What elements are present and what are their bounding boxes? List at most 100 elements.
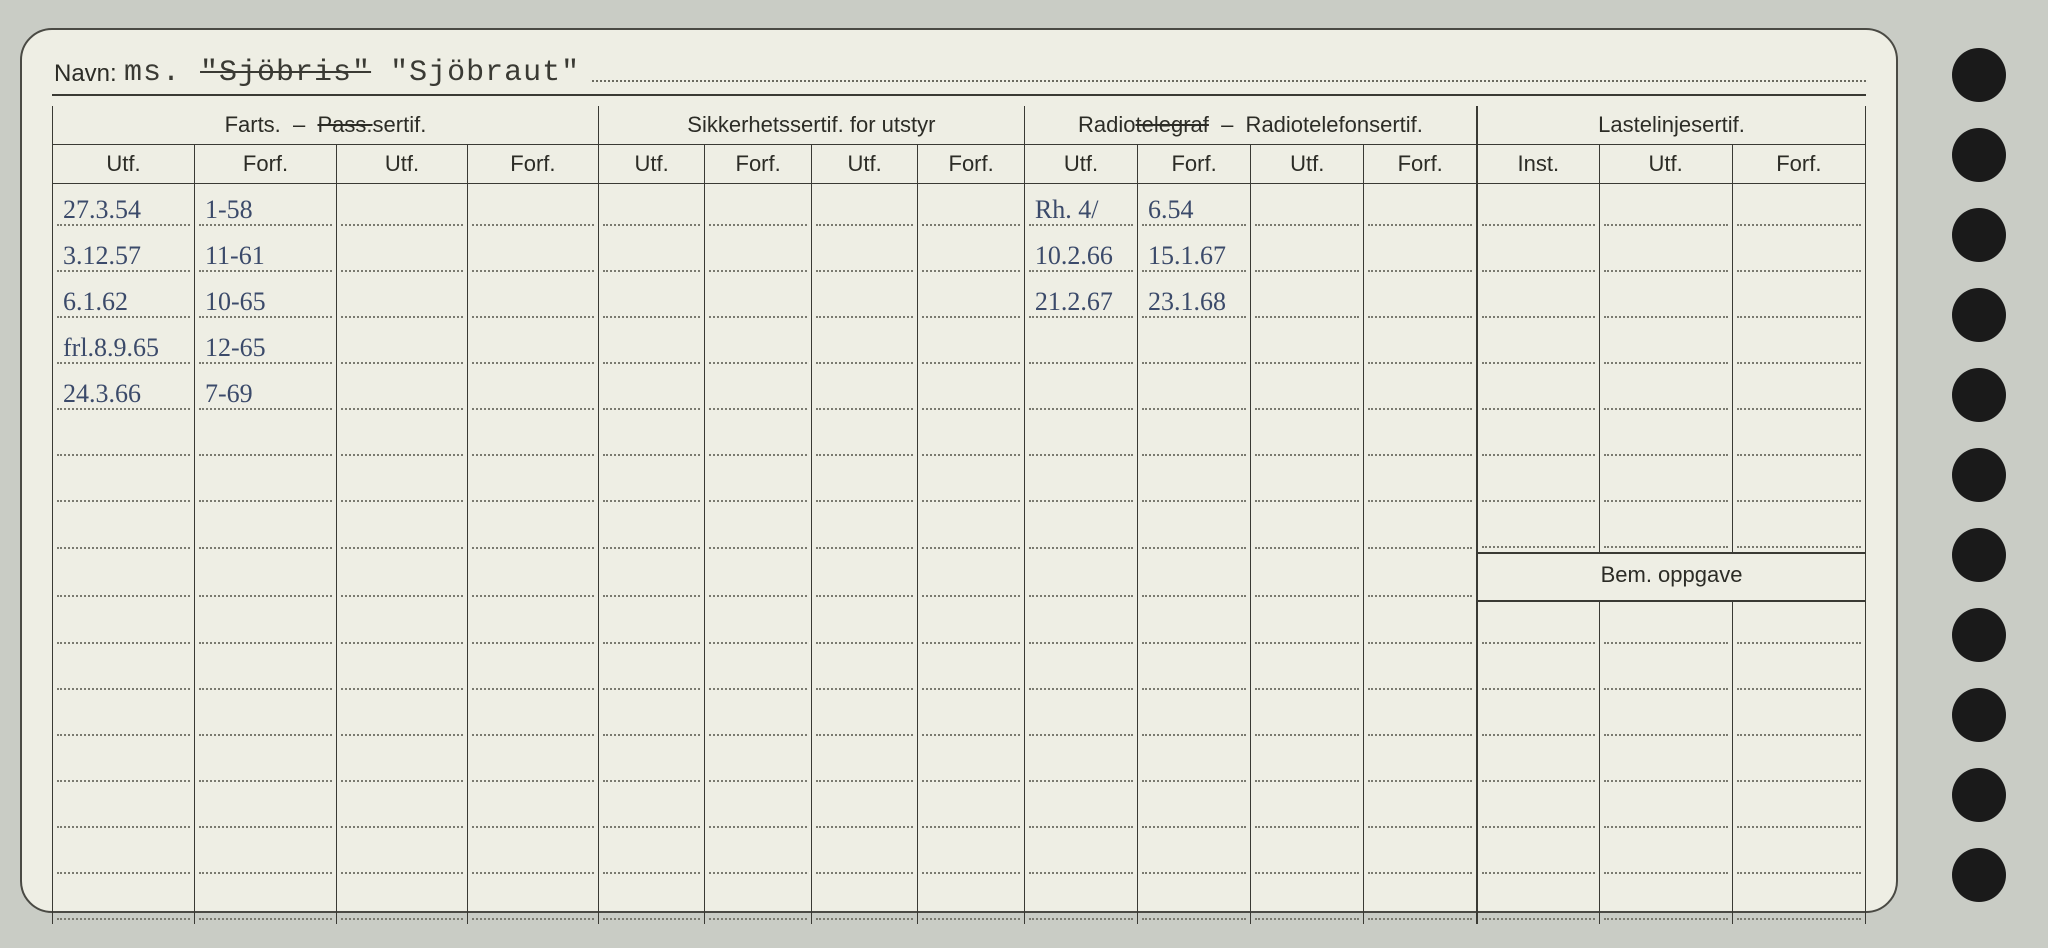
cell: [1732, 694, 1865, 740]
cell: [1732, 368, 1865, 414]
dotted-rule: [1482, 918, 1595, 920]
dotted-rule: [199, 454, 332, 456]
cell: [337, 368, 468, 414]
cell: 6.54: [1138, 184, 1251, 231]
dotted-rule: [1604, 546, 1728, 548]
dotted-rule: [1255, 408, 1359, 410]
cell: [1477, 506, 1599, 553]
cell: [1364, 506, 1477, 553]
cell: [53, 553, 195, 601]
dotted-rule: [1604, 500, 1728, 502]
cell: [337, 553, 468, 601]
dotted-rule: [1255, 734, 1359, 736]
cell: [811, 460, 918, 506]
dotted-rule: [1255, 270, 1359, 272]
cell: [1364, 230, 1477, 276]
cell: [1477, 460, 1599, 506]
cell: [1251, 786, 1364, 832]
dotted-rule: [1255, 642, 1359, 644]
cell: [1599, 460, 1732, 506]
table-row: 3.12.5711-6110.2.6615.1.67: [53, 230, 1866, 276]
hdr-forf: Forf.: [1732, 145, 1865, 184]
dotted-rule: [1737, 546, 1861, 548]
dotted-rule: [57, 688, 190, 690]
dotted-rule: [1029, 547, 1133, 549]
dotted-rule: [1255, 547, 1359, 549]
cell: [467, 506, 598, 553]
dotted-rule: [1255, 362, 1359, 364]
binder-hole: [1952, 528, 2006, 582]
cell: [1732, 878, 1865, 924]
cell: [467, 414, 598, 460]
dotted-rule: [1737, 270, 1861, 272]
dotted-rule: [1029, 872, 1133, 874]
cell: [1364, 276, 1477, 322]
handwritten-value: 15.1.67: [1138, 241, 1250, 271]
binder-hole: [1952, 848, 2006, 902]
dotted-rule: [709, 688, 807, 690]
cell: [1477, 694, 1599, 740]
handwritten-value: 6.1.62: [53, 287, 194, 317]
cell: [195, 694, 337, 740]
hdr-utf: Utf.: [1599, 145, 1732, 184]
navn-label: Navn:: [54, 60, 117, 88]
dotted-rule: [1368, 362, 1472, 364]
cell: 7-69: [195, 368, 337, 414]
cell: [811, 276, 918, 322]
dotted-rule: [341, 642, 463, 644]
hdr-farts: Farts. – Pass.sertif.: [53, 106, 599, 145]
cell: [1599, 230, 1732, 276]
hdr-forf: Forf.: [1364, 145, 1477, 184]
dotted-rule: [709, 224, 807, 226]
dotted-rule: [709, 362, 807, 364]
dotted-rule: [1482, 642, 1595, 644]
cell: [811, 601, 918, 648]
dotted-rule: [603, 872, 701, 874]
dotted-rule: [341, 454, 463, 456]
dotted-rule: [1029, 454, 1133, 456]
cell: [1364, 694, 1477, 740]
dotted-rule: [1255, 500, 1359, 502]
cell: [1024, 786, 1137, 832]
dotted-rule: [816, 270, 914, 272]
cell: 23.1.68: [1138, 276, 1251, 322]
cell: [1024, 601, 1137, 648]
dotted-rule: [1482, 780, 1595, 782]
cell: [811, 506, 918, 553]
dotted-rule: [709, 408, 807, 410]
cell: 6.1.62: [53, 276, 195, 322]
dotted-rule: [1255, 918, 1359, 920]
cell: [1138, 648, 1251, 694]
dotted-rule: [1482, 224, 1595, 226]
cell: [918, 276, 1025, 322]
cell: [1364, 322, 1477, 368]
dotted-rule: [603, 918, 701, 920]
dotted-rule: [341, 780, 463, 782]
cell: [1364, 601, 1477, 648]
dotted-rule: [709, 316, 807, 318]
dotted-rule: [472, 454, 594, 456]
dotted-rule: [816, 734, 914, 736]
dotted-rule: [1368, 780, 1472, 782]
dotted-rule: [1368, 872, 1472, 874]
hdr-utf: Utf.: [811, 145, 918, 184]
cell: [1138, 460, 1251, 506]
certificate-table: Farts. – Pass.sertif. Sikkerhetssertif. …: [52, 106, 1866, 924]
cell: [337, 648, 468, 694]
dotted-rule: [816, 918, 914, 920]
table-row: [53, 878, 1866, 924]
cell: [598, 694, 705, 740]
dotted-rule: [709, 500, 807, 502]
cell: [598, 368, 705, 414]
dotted-rule: [603, 454, 701, 456]
dotted-rule: [1368, 224, 1472, 226]
dotted-rule: [57, 918, 190, 920]
cell: [598, 648, 705, 694]
cell: [467, 694, 598, 740]
cell: [811, 786, 918, 832]
table-row: [53, 414, 1866, 460]
dotted-rule: [199, 642, 332, 644]
dotted-rule: [1255, 688, 1359, 690]
cell: [1364, 648, 1477, 694]
dotted-rule: [1255, 454, 1359, 456]
